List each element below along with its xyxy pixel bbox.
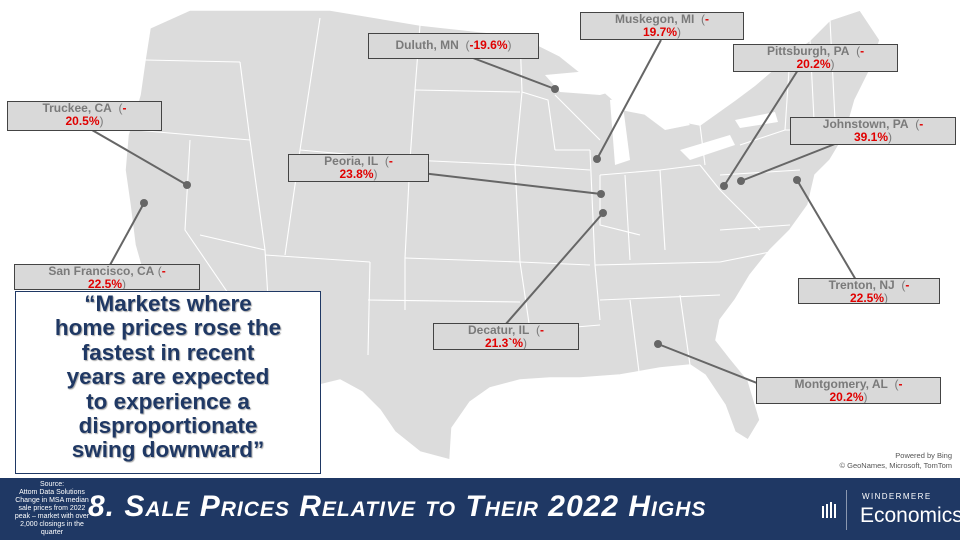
marker-truckee bbox=[183, 181, 191, 189]
label-peoria: Peoria, IL (- 23.8%) bbox=[288, 154, 429, 182]
marker-montgomery bbox=[654, 340, 662, 348]
quote-line: swing downward” bbox=[71, 437, 265, 463]
marker-duluth bbox=[551, 85, 559, 93]
quote-box: “Markets where home prices rose the fast… bbox=[15, 291, 321, 474]
windermere-logo-icon bbox=[822, 502, 836, 518]
quote-line: disproportionate bbox=[78, 413, 258, 439]
city-markers bbox=[140, 85, 801, 348]
quote-line: to experience a bbox=[86, 388, 250, 414]
marker-decatur bbox=[599, 209, 607, 217]
marker-san-francisco bbox=[140, 199, 148, 207]
label-muskegon: Muskegon, MI (- 19.7%) bbox=[580, 12, 744, 40]
brand-divider bbox=[846, 490, 847, 530]
quote-line: “Markets where bbox=[84, 291, 252, 316]
great-lakes bbox=[545, 70, 778, 165]
label-decatur: Decatur, IL (- 21.3`%) bbox=[433, 323, 579, 350]
quote-line: home prices rose the bbox=[54, 315, 282, 341]
label-trenton: Trenton, NJ (- 22.5%) bbox=[798, 278, 940, 304]
map-attribution: Powered by Bing © GeoNames, Microsoft, T… bbox=[839, 451, 953, 470]
marker-pittsburgh bbox=[720, 182, 728, 190]
slide-title: 8. Sale Prices Relative to Their 2022 Hi… bbox=[88, 490, 707, 523]
marker-muskegon bbox=[593, 155, 601, 163]
label-duluth: Duluth, MN (-19.6%) bbox=[368, 33, 539, 59]
brand-economics: Economics bbox=[860, 504, 960, 527]
source-note: Source: Attom Data Solutions Change in M… bbox=[14, 481, 90, 536]
marker-peoria bbox=[597, 190, 605, 198]
quote-line: fastest in recent bbox=[81, 339, 255, 365]
quote-line: years are expected bbox=[66, 364, 270, 390]
brand-windermere: WINDERMERE bbox=[862, 492, 932, 501]
label-truckee: Truckee, CA (- 20.5%) bbox=[7, 101, 162, 131]
label-pittsburgh: Pittsburgh, PA (- 20.2%) bbox=[733, 44, 898, 72]
label-montgomery: Montgomery, AL (- 20.2%) bbox=[756, 377, 941, 404]
marker-trenton bbox=[793, 176, 801, 184]
footer-bar bbox=[0, 478, 960, 540]
marker-johnstown bbox=[737, 177, 745, 185]
label-san-francisco: San Francisco, CA (- 22.5%) bbox=[14, 264, 200, 290]
label-johnstown: Johnstown, PA (- 39.1%) bbox=[790, 117, 956, 145]
